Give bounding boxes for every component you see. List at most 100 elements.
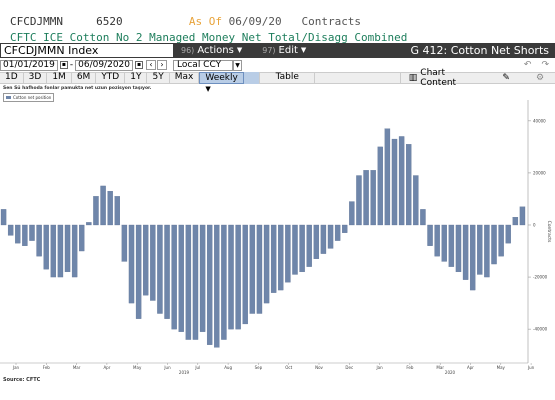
x-tick-label: Jan <box>376 365 384 370</box>
chart-subtitle: Sen Sü hafhoda fonlar pamukta net uzun p… <box>3 86 152 91</box>
frequency-select[interactable]: Weekly ▼ <box>199 72 244 93</box>
currency-select[interactable]: Local CCY <box>173 59 233 71</box>
bar <box>484 224 490 278</box>
bar <box>313 224 320 259</box>
undo-icon[interactable]: ↶ <box>523 60 532 70</box>
edit-menu-button[interactable]: 97) Edit ▼ <box>256 43 312 58</box>
bar <box>107 190 113 226</box>
chart-icon: ▥ <box>408 73 418 83</box>
legend-swatch <box>6 96 11 99</box>
year-label: 2019 <box>179 370 190 375</box>
bar <box>57 224 64 278</box>
bar <box>150 224 156 301</box>
period-1y[interactable]: 1Y <box>125 72 148 84</box>
y-tick-label: 20000 <box>533 170 546 175</box>
bar <box>86 222 92 226</box>
x-tick-label: Mar <box>436 365 444 370</box>
x-tick-label: May <box>133 365 142 370</box>
bar <box>22 224 28 246</box>
bar <box>363 170 369 226</box>
series-description: CFTC ICE Cotton No 2 Managed Money Net T… <box>10 31 408 44</box>
x-tick-label: Jun <box>527 365 535 370</box>
x-tick-label: Apr <box>467 365 474 370</box>
bar <box>391 138 398 226</box>
bar <box>519 206 526 226</box>
gear-icon[interactable]: ⚙ <box>535 73 545 83</box>
bar <box>93 196 99 226</box>
bar <box>441 224 447 262</box>
legend[interactable]: Cotton net position <box>3 93 55 102</box>
frequency-extra-button[interactable] <box>243 72 261 84</box>
x-tick-label: Jan <box>12 365 20 370</box>
calendar-icon[interactable]: ▪ <box>135 61 143 69</box>
actions-menu-button[interactable]: 96) Actions ▼ <box>175 43 248 58</box>
bar <box>448 224 455 267</box>
bar <box>228 224 234 330</box>
x-tick-label: Apr <box>103 365 110 370</box>
security-number: 6520 <box>96 15 123 28</box>
bar <box>342 224 348 233</box>
bar <box>114 196 120 226</box>
period-1d[interactable]: 1D <box>0 72 24 84</box>
annotate-icon[interactable]: ✎ <box>502 73 510 83</box>
x-tick-label: Sep <box>255 365 263 370</box>
period-max[interactable]: Max <box>170 72 200 84</box>
legend-label: Cotton net position <box>13 95 52 100</box>
x-tick-label: Jul <box>194 365 200 370</box>
end-date-field[interactable]: 06/09/2020 <box>75 59 133 71</box>
bar <box>398 136 405 226</box>
bar <box>469 224 476 291</box>
bar <box>121 224 128 262</box>
bar <box>455 224 462 273</box>
chevron-down-icon[interactable]: ▼ <box>233 59 242 71</box>
ticker-code: CFCDJMMN <box>10 15 63 28</box>
bar <box>491 224 497 265</box>
period-ytd[interactable]: YTD <box>96 72 126 84</box>
previous-arrow-icon[interactable]: ‹ <box>146 60 156 70</box>
bar <box>512 217 519 226</box>
year-label: 2020 <box>445 370 456 375</box>
asof-label: As Of <box>188 15 222 28</box>
date-separator: - <box>69 60 74 70</box>
bar <box>43 224 49 270</box>
period-5y[interactable]: 5Y <box>147 72 170 84</box>
chart-content-label: Chart Content <box>420 68 457 88</box>
period-6m[interactable]: 6M <box>72 72 97 84</box>
date-range-bar: 01/01/2019 ▪ - 06/09/2020 ▪ ‹ › Local CC… <box>0 59 555 71</box>
bar <box>306 224 312 267</box>
x-tick-label: Nov <box>315 365 323 370</box>
x-tick-label: May <box>497 365 506 370</box>
bar <box>185 224 192 340</box>
security-field[interactable]: CFCDJMMN Index <box>1 44 173 57</box>
start-date-field[interactable]: 01/01/2019 <box>0 59 58 71</box>
period-1m[interactable]: 1M <box>47 72 72 84</box>
next-arrow-icon[interactable]: › <box>157 60 167 70</box>
bar <box>235 224 241 330</box>
bar <box>178 224 184 332</box>
bar <box>256 224 263 314</box>
bar <box>349 201 355 226</box>
bar <box>135 224 142 319</box>
bar <box>384 128 391 226</box>
x-tick-label: Aug <box>224 365 232 370</box>
period-3d[interactable]: 3D <box>24 72 48 84</box>
bar <box>199 224 206 332</box>
table-button[interactable]: Table <box>260 72 316 84</box>
bar <box>249 224 256 314</box>
bar <box>420 209 426 226</box>
redo-icon[interactable]: ↷ <box>541 60 549 70</box>
bar <box>427 224 433 246</box>
toolbar: CFCDJMMN Index 96) Actions ▼ 97) Edit ▼ … <box>0 43 555 58</box>
bar <box>192 224 199 340</box>
bar <box>36 224 42 257</box>
y-tick-label: -40000 <box>533 327 548 332</box>
bar <box>270 224 277 293</box>
bar <box>462 224 469 280</box>
x-tick-label: Feb <box>406 365 414 370</box>
edit-menu-number: 97) <box>262 46 276 55</box>
period-bar: 1D 3D 1M 6M YTD 1Y 5Y Max Weekly ▼ Table… <box>0 68 555 93</box>
chart-content-button[interactable]: ▥ Chart Content <box>401 68 488 88</box>
calendar-icon[interactable]: ▪ <box>59 61 68 69</box>
bar <box>79 224 85 252</box>
bar <box>221 224 227 340</box>
